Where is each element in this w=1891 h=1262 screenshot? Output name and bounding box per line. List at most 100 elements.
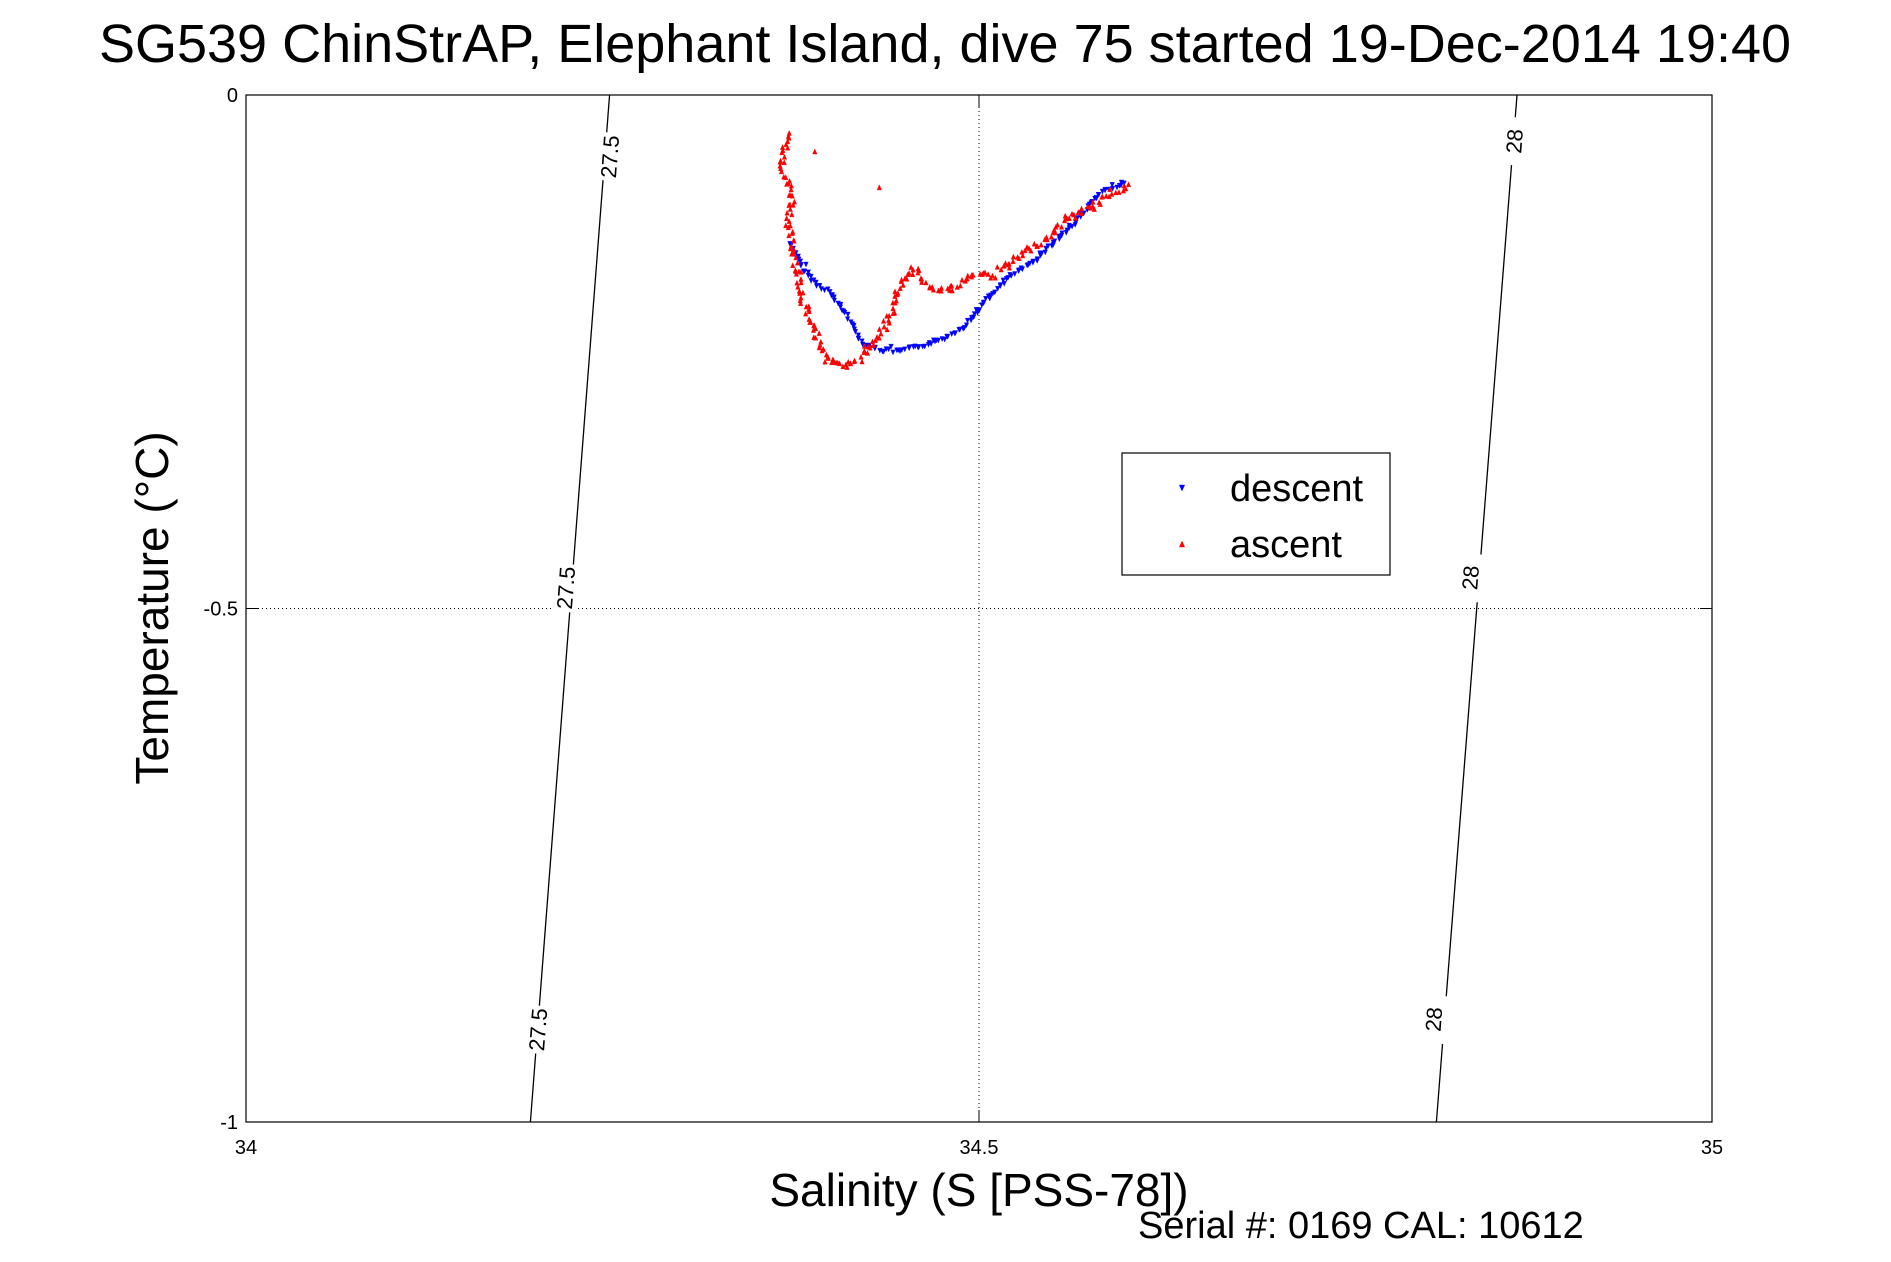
descent-marker [1059,230,1065,237]
ascent-marker [1001,262,1007,269]
descent-marker [813,283,820,289]
x-tick-label: 34 [235,1137,257,1159]
ascent-marker [786,192,792,198]
ascent-marker [837,360,843,367]
ascent-marker [876,184,882,191]
ascent-marker [822,358,828,365]
density-contour-label: 28 [1457,565,1484,591]
ascent-marker [816,330,822,336]
ascent-marker [927,284,933,291]
ascent-marker [890,299,896,306]
descent-marker [795,253,801,260]
descent-marker [1052,238,1058,245]
ascent-marker [904,275,910,282]
descent-marker [817,283,823,289]
ascent-marker [794,259,801,266]
descent-marker [886,346,892,353]
ascent-marker [787,206,793,212]
descent-marker [881,348,887,355]
ascent-marker [800,289,806,296]
descent-marker [997,282,1004,289]
ascent-marker [949,282,955,289]
descent-marker [829,292,835,299]
ascent-marker [789,192,795,199]
density-contour-line [1435,94,1518,1123]
ascent-marker [812,148,818,155]
descent-marker [803,261,809,268]
ascent-marker [793,270,799,277]
descent-marker [860,341,866,348]
descent-marker [1016,267,1022,274]
descent-marker [963,322,970,329]
ascent-marker [1125,181,1132,188]
ascent-marker [779,149,785,156]
descent-marker [1030,258,1036,265]
y-axis-label: Temperature (°C) [126,431,178,784]
descent-marker [1064,227,1070,234]
descent-marker [976,307,982,314]
ascent-marker [1019,248,1025,255]
ascent-marker [785,138,791,144]
density-contour-label: 27.5 [596,134,624,179]
density-contour-label: 27.5 [524,1007,552,1052]
ascent-marker [783,222,789,229]
ascent-marker [910,271,916,277]
descent-marker [845,316,851,323]
ascent-marker [994,263,1000,270]
ascent-marker [1075,209,1081,215]
x-tick-label: 35 [1701,1137,1723,1159]
descent-marker [957,326,963,333]
ascent-marker [1107,186,1113,192]
descent-marker [1039,250,1045,257]
chart-title: SG539 ChinStrAP, Elephant Island, dive 7… [99,14,1791,74]
ascent-marker [1010,253,1016,260]
ascent-marker [1031,240,1037,247]
ascent-marker [1028,247,1034,254]
series-markers [777,130,1132,370]
descent-marker [1093,194,1099,201]
ascent-marker [1058,223,1065,230]
ascent-marker [897,285,903,291]
ascent-marker [798,300,804,306]
x-axis-label: Salinity (S [PSS-78]) [769,1164,1188,1216]
ascent-marker [1002,260,1009,266]
descent-marker [805,269,811,276]
descent-marker [899,347,905,354]
descent-marker [859,338,865,345]
ascent-marker [1024,244,1030,250]
ascent-marker [876,326,882,332]
ascent-marker [1042,236,1048,243]
legend-label-descent: descent [1230,468,1364,510]
descent-marker [1008,273,1014,279]
ascent-marker [806,306,812,312]
ascent-marker [1103,192,1109,199]
ascent-marker [798,275,804,282]
ascent-marker [938,284,945,291]
ascent-marker [1034,243,1041,250]
legend: descent ascent [1121,452,1391,576]
descent-marker [1000,277,1006,284]
ascent-marker [906,270,912,276]
descent-marker [1109,182,1115,188]
descent-marker [949,331,955,338]
descent-marker [1114,184,1120,191]
ascent-marker [784,209,790,216]
ascent-marker [890,305,896,312]
serial-cal-footer: Serial #: 0169 CAL: 10612 [1138,1205,1584,1247]
ascent-marker [919,279,925,285]
descent-marker [1005,275,1011,281]
ascent-marker [861,343,868,349]
legend-entries: descent ascent [1178,468,1364,566]
descent-marker [1012,271,1018,277]
ascent-marker [900,281,906,288]
ascent-marker [831,358,837,364]
descent-marker [797,258,804,265]
descent-marker [981,299,987,306]
ascent-marker [795,283,801,290]
ascent-marker [789,211,795,218]
ascent-marker [798,279,804,286]
ascent-marker [786,218,792,224]
descent-marker [821,287,828,294]
legend-label-ascent: ascent [1230,524,1342,566]
